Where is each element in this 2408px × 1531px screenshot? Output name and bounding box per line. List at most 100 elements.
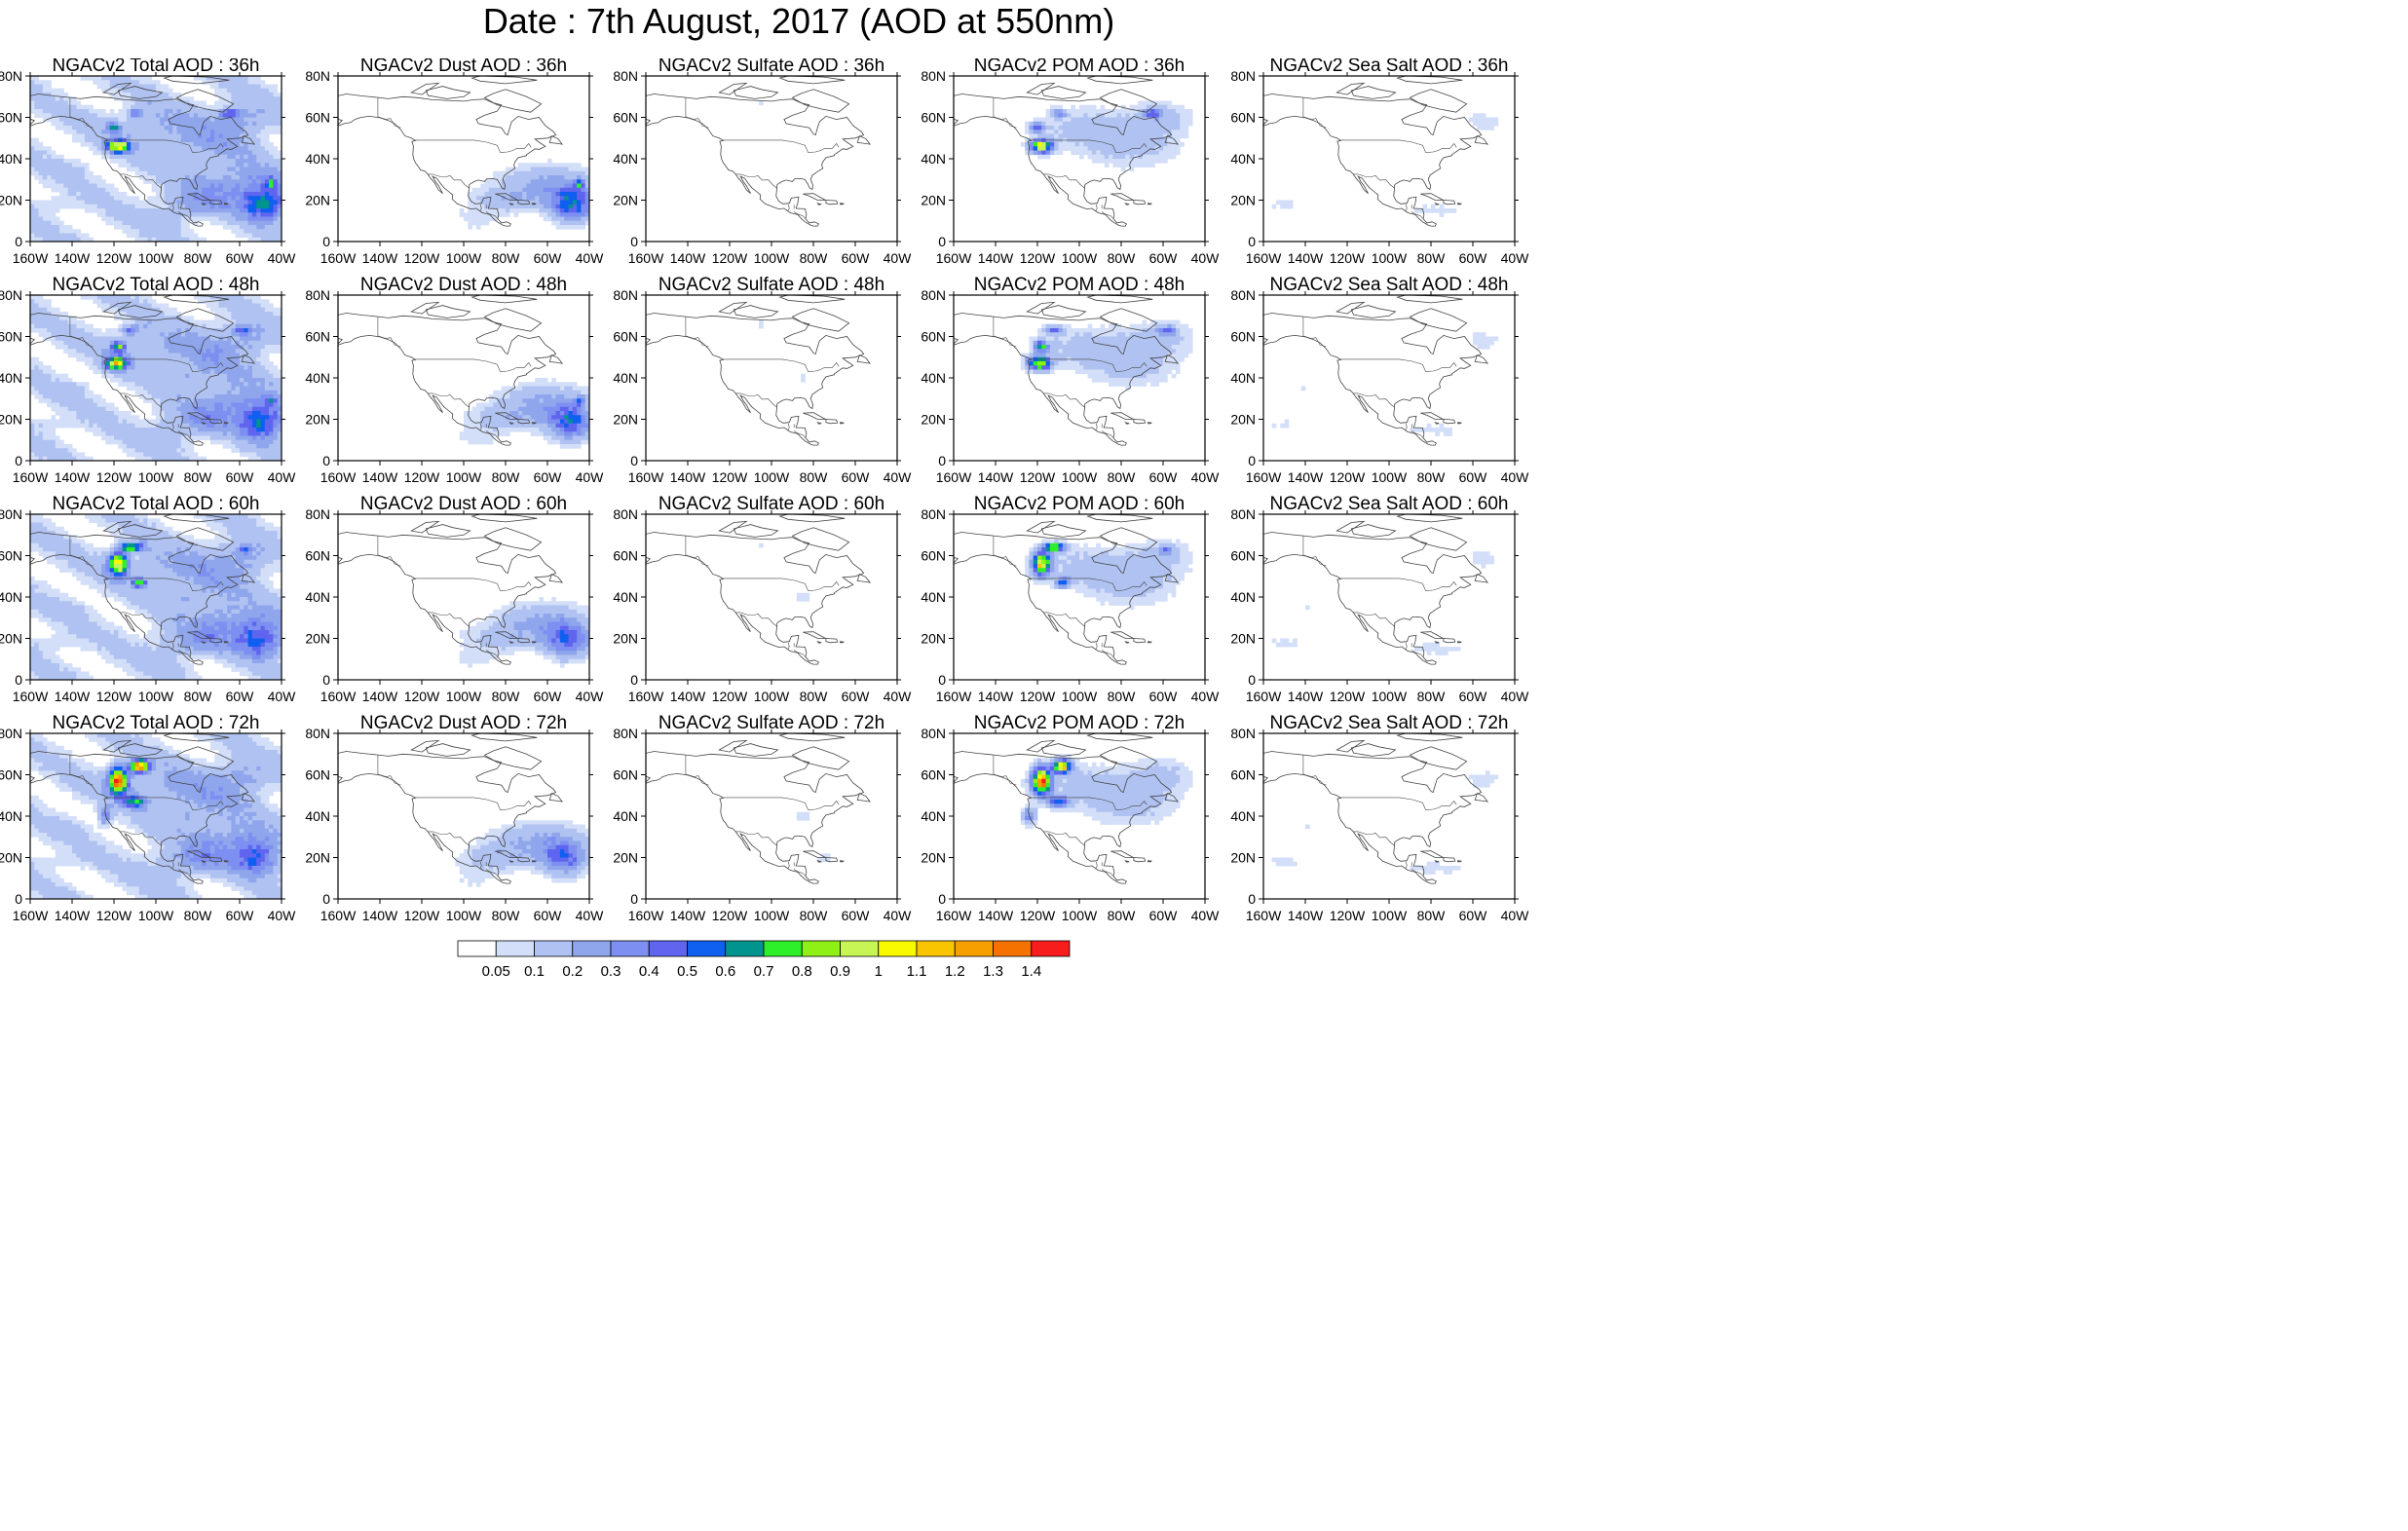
x-tick-label: 160W bbox=[936, 250, 972, 266]
x-tick-label: 40W bbox=[884, 689, 913, 704]
coastlines bbox=[1263, 76, 1489, 227]
x-tick-label: 140W bbox=[978, 469, 1014, 485]
aod-field bbox=[30, 295, 282, 461]
x-tick-label: 40W bbox=[576, 908, 605, 923]
coastlines bbox=[338, 76, 564, 227]
y-tick-label: 0 bbox=[15, 891, 22, 907]
x-tick-label: 120W bbox=[1330, 908, 1366, 923]
x-tick-label: 120W bbox=[96, 469, 132, 485]
x-tick-label: 80W bbox=[1417, 689, 1447, 704]
x-tick-label: 60W bbox=[842, 689, 871, 704]
y-tick-label: 20N bbox=[613, 193, 638, 208]
y-tick-label: 80N bbox=[921, 726, 946, 741]
x-tick-label: 60W bbox=[534, 469, 563, 485]
map-panel-r1-c3: NGACv2 Sulfate AOD : 36h 160W 140W 120W 100W… bbox=[613, 58, 912, 266]
y-tick-label: 20N bbox=[305, 631, 330, 647]
x-tick-label: 120W bbox=[1330, 469, 1366, 485]
y-tick-label: 0 bbox=[630, 234, 638, 249]
y-tick-label: 0 bbox=[938, 234, 946, 249]
y-tick-label: 0 bbox=[938, 672, 946, 688]
y-tick-label: 60N bbox=[921, 329, 946, 345]
x-tick-label: 60W bbox=[226, 469, 255, 485]
panel-title: NGACv2 Total AOD : 72h bbox=[53, 713, 260, 733]
y-tick-label: 0 bbox=[630, 672, 638, 688]
aod-field bbox=[1020, 100, 1193, 172]
colorbar-swatch bbox=[495, 940, 535, 957]
y-tick-label: 80N bbox=[305, 726, 330, 741]
x-tick-label: 40W bbox=[1191, 908, 1221, 923]
map-panel-r1-c2: NGACv2 Dust AOD : 36h 160W 140W 120W 100W 80W… bbox=[305, 58, 604, 266]
panel-title: NGACv2 Total AOD : 48h bbox=[53, 275, 260, 295]
y-tick-label: 80N bbox=[613, 506, 638, 522]
map-panel-r4-c1: NGACv2 Total AOD : 72h 160W 140W 120W 100W 80… bbox=[0, 713, 296, 923]
y-tick-label: 60N bbox=[305, 767, 330, 783]
x-tick-label: 100W bbox=[138, 689, 174, 704]
map-panel-r2-c5: NGACv2 Sea Salt AOD : 48h 160W 140W 120W 100… bbox=[1230, 275, 1529, 485]
y-tick-label: 80N bbox=[613, 726, 638, 741]
colorbar-swatch bbox=[801, 940, 841, 957]
x-tick-label: 120W bbox=[1020, 908, 1056, 923]
map-panel-r2-c1: NGACv2 Total AOD : 48h 160W 140W 120W 100W 80… bbox=[0, 275, 296, 485]
y-tick-label: 40N bbox=[305, 808, 330, 824]
y-tick-label: 0 bbox=[1248, 234, 1256, 249]
panel-title: NGACv2 Total AOD : 36h bbox=[53, 58, 260, 76]
y-tick-label: 60N bbox=[921, 767, 946, 783]
x-tick-label: 40W bbox=[268, 250, 297, 266]
colorbar-swatch bbox=[534, 940, 574, 957]
map-panel-r2-c2: NGACv2 Dust AOD : 48h 160W 140W 120W 100W 80W… bbox=[305, 275, 604, 485]
x-tick-label: 120W bbox=[1330, 250, 1366, 266]
coastlines bbox=[30, 733, 256, 884]
x-tick-label: 120W bbox=[712, 469, 748, 485]
x-tick-label: 100W bbox=[446, 469, 482, 485]
y-tick-label: 80N bbox=[1230, 68, 1256, 84]
y-tick-label: 0 bbox=[322, 234, 330, 249]
x-tick-label: 60W bbox=[1459, 469, 1488, 485]
coastlines bbox=[338, 514, 564, 665]
x-tick-label: 80W bbox=[800, 469, 829, 485]
y-tick-label: 80N bbox=[921, 68, 946, 84]
y-tick-label: 60N bbox=[1230, 110, 1256, 126]
colorbar-swatch bbox=[954, 940, 994, 957]
coastlines bbox=[338, 733, 564, 884]
y-tick-label: 20N bbox=[613, 412, 638, 428]
x-tick-label: 80W bbox=[1108, 469, 1137, 485]
y-tick-label: 20N bbox=[0, 193, 22, 208]
x-tick-label: 100W bbox=[1062, 469, 1098, 485]
x-tick-label: 100W bbox=[138, 469, 174, 485]
aod-field bbox=[1020, 319, 1193, 392]
x-tick-label: 160W bbox=[1246, 908, 1282, 923]
colorbar-label: 0.8 bbox=[792, 963, 812, 980]
coastlines bbox=[30, 76, 256, 227]
x-tick-label: 100W bbox=[1372, 250, 1408, 266]
y-tick-label: 60N bbox=[1230, 329, 1256, 345]
x-tick-label: 60W bbox=[534, 908, 563, 923]
y-tick-label: 20N bbox=[921, 412, 946, 428]
x-tick-label: 80W bbox=[184, 689, 213, 704]
y-tick-label: 60N bbox=[305, 548, 330, 564]
x-tick-label: 80W bbox=[492, 689, 521, 704]
colorbar-label: 1.1 bbox=[907, 963, 927, 980]
y-tick-label: 40N bbox=[305, 370, 330, 386]
x-tick-label: 160W bbox=[1246, 689, 1282, 704]
x-tick-label: 100W bbox=[138, 908, 174, 923]
x-tick-label: 100W bbox=[446, 689, 482, 704]
x-tick-label: 40W bbox=[268, 908, 297, 923]
map-panel-r3-c2: NGACv2 Dust AOD : 60h 160W 140W 120W 100W 80W… bbox=[305, 494, 604, 704]
y-tick-label: 80N bbox=[613, 68, 638, 84]
x-tick-label: 140W bbox=[978, 689, 1014, 704]
map-panel-r2-c3: NGACv2 Sulfate AOD : 48h 160W 140W 120W 100W… bbox=[613, 275, 912, 485]
aod-field bbox=[30, 733, 282, 899]
x-tick-label: 40W bbox=[268, 469, 297, 485]
x-tick-label: 40W bbox=[268, 689, 297, 704]
map-panel-r4-c4: NGACv2 POM AOD : 72h 160W 140W 120W 100W 80W 6… bbox=[921, 713, 1220, 923]
y-tick-label: 80N bbox=[1230, 287, 1256, 303]
x-tick-label: 60W bbox=[1149, 250, 1179, 266]
map-panel-r1-c4: NGACv2 POM AOD : 36h 160W 140W 120W 100W 80W 6… bbox=[921, 58, 1220, 266]
y-tick-label: 40N bbox=[921, 151, 946, 167]
panel-title: NGACv2 POM AOD : 60h bbox=[974, 494, 1185, 514]
colorbar-label: 1.3 bbox=[983, 963, 1003, 980]
y-tick-label: 0 bbox=[322, 672, 330, 688]
coastlines bbox=[338, 295, 564, 446]
x-tick-label: 80W bbox=[800, 908, 829, 923]
y-tick-label: 40N bbox=[921, 589, 946, 605]
